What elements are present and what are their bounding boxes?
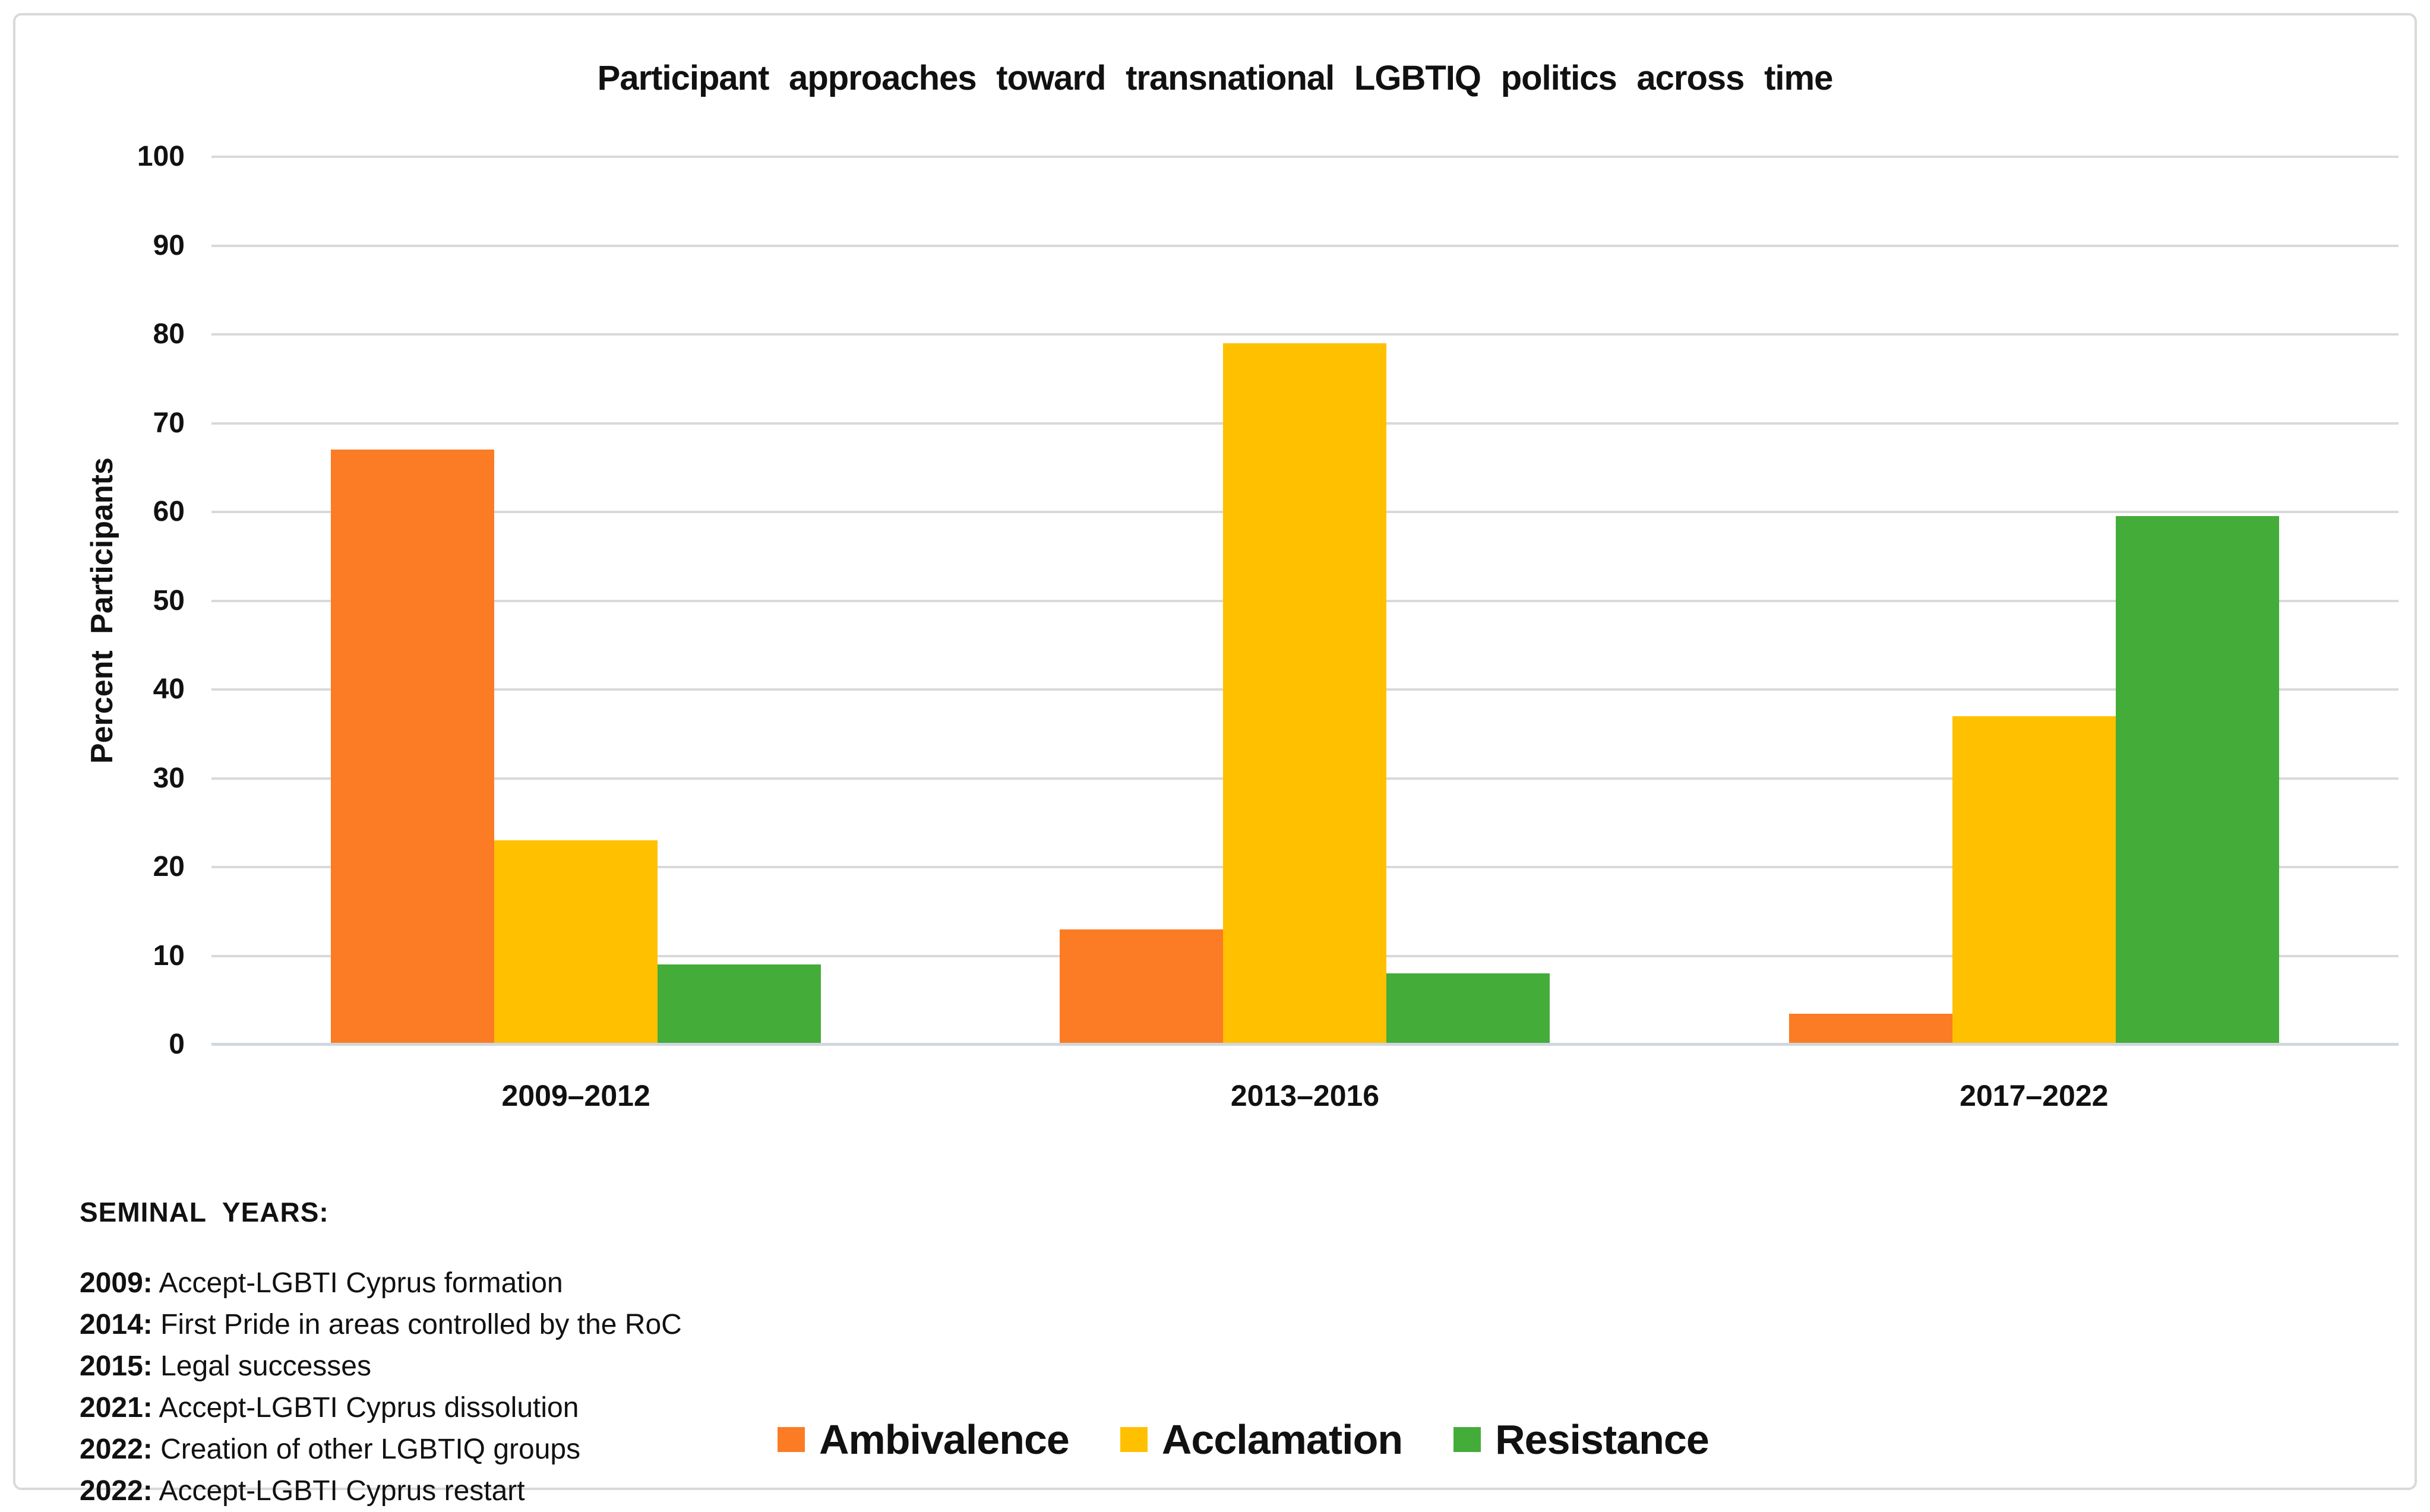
y-tick-label-30: 30 [87, 763, 185, 794]
resistance-swatch-icon [1453, 1427, 1481, 1452]
bar-resistance-2009-2012 [658, 964, 821, 1045]
figure-frame: Participant approaches toward transnatio… [13, 13, 2417, 1490]
seminal-year-description: First Pride in areas controlled by the R… [153, 1309, 682, 1340]
bar-ambivalence-2017-2022 [1789, 1014, 1952, 1045]
seminal-year-value: 2009: [80, 1267, 153, 1299]
y-tick-label-70: 70 [87, 408, 185, 439]
seminal-years-heading: SEMINAL YEARS: [80, 1196, 682, 1228]
x-axis-line [211, 1043, 2399, 1046]
bar-ambivalence-2009-2012 [331, 450, 494, 1045]
bar-acclamation-2013-2016 [1223, 343, 1386, 1045]
seminal-year-value: 2014: [80, 1309, 153, 1340]
bar-ambivalence-2013-2016 [1060, 929, 1223, 1045]
y-tick-label-40: 40 [87, 674, 185, 705]
seminal-years-section: SEMINAL YEARS: 2009: Accept-LGBTI Cyprus… [80, 1196, 682, 1512]
legend-item-ambivalence: Ambivalence [778, 1416, 1069, 1463]
bar-acclamation-2017-2022 [1952, 716, 2116, 1045]
y-tick-label-0: 0 [87, 1029, 185, 1060]
chart-title: Participant approaches toward transnatio… [15, 58, 2415, 98]
y-tick-label-50: 50 [87, 586, 185, 616]
category-group-2013-2016: 2013–2016 [940, 157, 1669, 1045]
seminal-year-value: 2022: [80, 1475, 153, 1507]
category-group-2009-2012: 2009–2012 [211, 157, 940, 1045]
x-category-label-2009-2012: 2009–2012 [211, 1078, 940, 1113]
seminal-year-item-2: 2015: Legal successes [80, 1346, 682, 1387]
y-tick-label-100: 100 [87, 141, 185, 172]
seminal-year-value: 2021: [80, 1392, 153, 1424]
seminal-year-value: 2022: [80, 1434, 153, 1465]
y-tick-label-20: 20 [87, 852, 185, 882]
x-category-label-2013-2016: 2013–2016 [940, 1078, 1669, 1113]
seminal-year-item-3: 2021: Accept-LGBTI Cyprus dissolution [80, 1387, 682, 1429]
seminal-year-description: Accept-LGBTI Cyprus restart [153, 1475, 525, 1507]
chart-legend: Ambivalence Acclamation Resistance [778, 1416, 1709, 1463]
legend-item-acclamation: Acclamation [1120, 1416, 1402, 1463]
seminal-year-description: Accept-LGBTI Cyprus formation [153, 1267, 563, 1299]
bar-acclamation-2009-2012 [494, 840, 658, 1045]
legend-item-resistance: Resistance [1453, 1416, 1709, 1463]
seminal-year-description: Legal successes [153, 1350, 371, 1382]
legend-label-ambivalence: Ambivalence [819, 1416, 1069, 1463]
ambivalence-swatch-icon [778, 1427, 805, 1452]
category-group-2017-2022: 2017–2022 [1670, 157, 2399, 1045]
bar-resistance-2017-2022 [2116, 516, 2279, 1045]
seminal-year-item-4: 2022: Creation of other LGBTIQ groups [80, 1429, 682, 1470]
seminal-year-value: 2015: [80, 1350, 153, 1382]
acclamation-swatch-icon [1120, 1427, 1148, 1452]
seminal-year-description: Creation of other LGBTIQ groups [153, 1434, 580, 1465]
seminal-year-description: Accept-LGBTI Cyprus dissolution [153, 1392, 579, 1424]
legend-label-acclamation: Acclamation [1162, 1416, 1402, 1463]
y-tick-label-60: 60 [87, 496, 185, 527]
y-tick-label-90: 90 [87, 230, 185, 261]
y-tick-label-10: 10 [87, 941, 185, 972]
legend-label-resistance: Resistance [1495, 1416, 1709, 1463]
seminal-year-item-0: 2009: Accept-LGBTI Cyprus formation [80, 1263, 682, 1304]
y-tick-label-80: 80 [87, 319, 185, 350]
seminal-year-item-1: 2014: First Pride in areas controlled by… [80, 1304, 682, 1346]
bar-resistance-2013-2016 [1386, 973, 1550, 1045]
x-category-label-2017-2022: 2017–2022 [1670, 1078, 2399, 1113]
seminal-year-item-5: 2022: Accept-LGBTI Cyprus restart [80, 1470, 682, 1512]
